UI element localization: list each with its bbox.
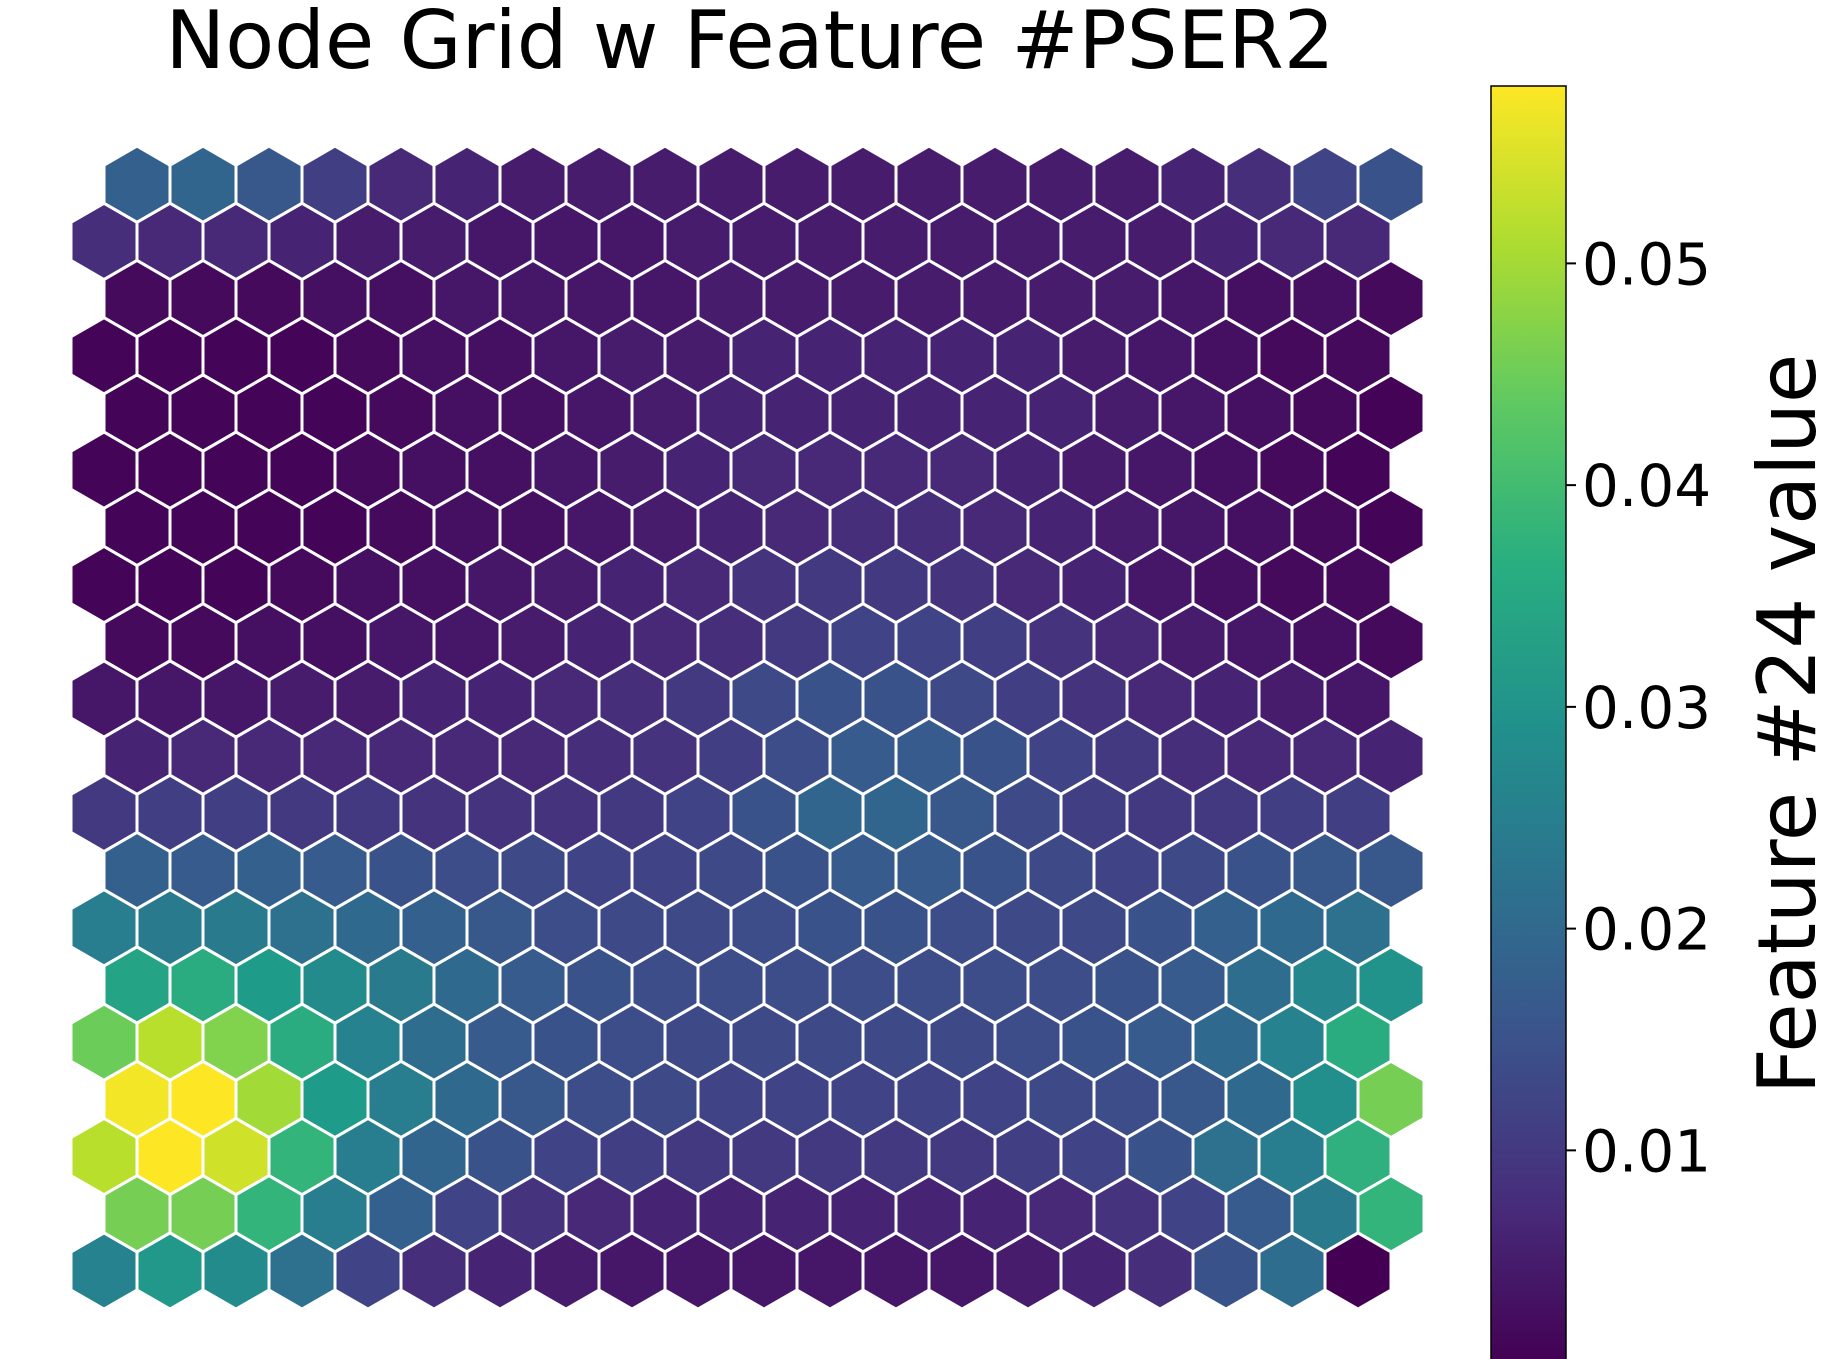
hex-grid <box>69 144 1426 1311</box>
colorbar-tick-label: 0.04 <box>1582 452 1711 520</box>
colorbar-gradient <box>1490 85 1567 1359</box>
hex-node-r19-c19 <box>1323 1231 1393 1311</box>
colorbar-label: Feature #24 value <box>1741 354 1833 1095</box>
colorbar-ticks: 0.01 0.02 0.03 0.04 0.05 <box>1566 230 1711 1185</box>
chart-title: Node Grid w Feature #PSER2 <box>165 0 1334 87</box>
colorbar-tick-label: 0.02 <box>1582 896 1711 964</box>
colorbar-tick-label: 0.05 <box>1582 230 1711 298</box>
colorbar-tick-label: 0.03 <box>1582 674 1711 742</box>
colorbar: 0.01 0.02 0.03 0.04 0.05 <box>1490 85 1711 1359</box>
colorbar-tick-label: 0.01 <box>1582 1117 1711 1185</box>
